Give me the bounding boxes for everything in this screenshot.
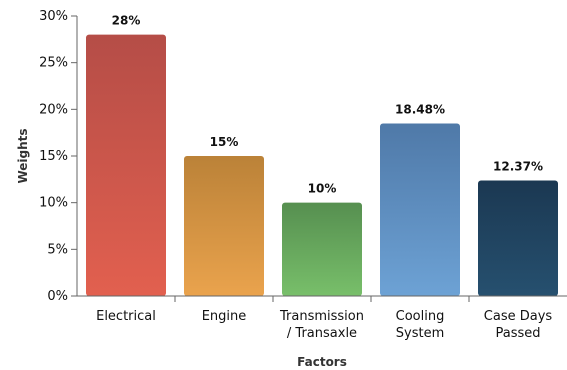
value-labels: 28% 15% 10% 18.48% 12.37% xyxy=(112,14,543,196)
y-axis: 0% 5% 10% 15% 20% 25% 30% xyxy=(39,9,78,304)
data-label: 18.48% xyxy=(395,103,445,117)
x-tick-label: Electrical xyxy=(96,309,156,324)
x-axis: Electrical Engine Transmission / Transaxle C… xyxy=(77,295,567,341)
x-tick-label: System xyxy=(396,326,444,341)
bar xyxy=(184,156,264,296)
data-label: 15% xyxy=(210,135,239,149)
x-tick-label: Cooling xyxy=(396,309,445,324)
y-tick-label: 10% xyxy=(39,196,68,211)
data-label: 28% xyxy=(112,14,141,28)
y-tick-label: 5% xyxy=(47,242,68,257)
x-tick-label: Passed xyxy=(495,326,540,341)
x-axis-title: Factors xyxy=(297,355,347,369)
y-tick-label: 0% xyxy=(47,289,68,304)
bar xyxy=(282,202,362,296)
bar xyxy=(86,34,166,297)
bar xyxy=(478,180,558,296)
x-tick-label: Engine xyxy=(202,309,247,324)
y-tick-label: 15% xyxy=(39,149,68,164)
data-label: 10% xyxy=(308,182,337,196)
x-tick-label: Transmission xyxy=(279,309,364,324)
bars xyxy=(86,34,558,297)
y-tick-label: 30% xyxy=(39,9,68,24)
bar xyxy=(380,123,460,297)
y-tick-label: 20% xyxy=(39,102,68,117)
y-axis-title: Weights xyxy=(16,128,30,183)
y-tick-label: 25% xyxy=(39,56,68,71)
data-label: 12.37% xyxy=(493,160,543,174)
x-tick-label: Case Days xyxy=(484,309,553,324)
x-tick-label: / Transaxle xyxy=(287,326,357,341)
